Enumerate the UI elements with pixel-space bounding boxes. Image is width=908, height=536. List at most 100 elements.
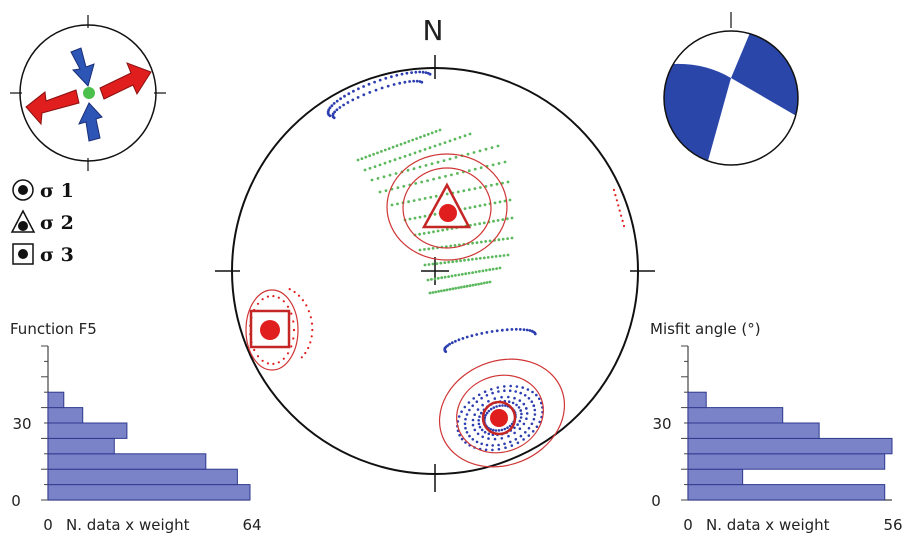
green-dot [426, 179, 429, 183]
blue-dot [522, 328, 526, 331]
green-dot [456, 172, 459, 175]
green-dot [472, 151, 476, 154]
green-dot [445, 288, 449, 292]
green-dot [490, 146, 494, 150]
blue-dot [368, 91, 372, 94]
blue-dot [500, 428, 504, 432]
blue-dot [511, 401, 515, 405]
blue-dot [478, 425, 482, 429]
green-dot [418, 165, 422, 169]
red-dot [290, 312, 293, 315]
green-dot [491, 163, 495, 167]
blue-dot [483, 430, 487, 434]
red-dot [620, 214, 623, 217]
red-dot [307, 310, 310, 313]
green-dot [422, 232, 426, 235]
red-dot [256, 355, 260, 358]
blue-dot [538, 420, 541, 424]
blue-dot [508, 389, 512, 393]
blue-dot [463, 405, 467, 409]
histogram-bar [47, 468, 238, 486]
blue-dot [465, 431, 469, 434]
red-dot [305, 304, 308, 307]
green-dot [454, 286, 458, 290]
red-dot [304, 351, 307, 355]
green-dot [485, 281, 489, 284]
blue-dot [519, 416, 523, 419]
blue-dot [507, 434, 510, 438]
green-dot [428, 291, 432, 295]
blue-dot [510, 444, 514, 447]
blue-dot [525, 417, 528, 421]
blue-dot [491, 448, 494, 452]
center-dot [83, 87, 95, 99]
green-dot [460, 285, 463, 289]
blue-dot [467, 401, 471, 404]
blue-dot [518, 328, 522, 331]
blue-dot [492, 406, 496, 409]
blue-dot [471, 438, 475, 441]
red-dot [617, 204, 620, 207]
green-dot [396, 202, 399, 206]
green-dot [488, 268, 492, 272]
blue-dot [527, 426, 531, 430]
legend-item-sigma2: σ 2 [10, 209, 74, 234]
green-dot [510, 216, 514, 220]
green-dot [481, 269, 485, 273]
histogram-bar [47, 391, 65, 409]
green-dot [465, 284, 469, 288]
green-dot [491, 267, 495, 271]
red-dot [261, 298, 264, 301]
green-dot [464, 272, 468, 276]
green-dot [482, 256, 486, 260]
green-dot [484, 240, 488, 243]
blue-dot [528, 329, 532, 332]
histogram-misfit-angle: Misfit angle (°) N. data x weight 0 56 0… [650, 320, 903, 534]
green-dot [434, 194, 438, 198]
blue-dot [352, 89, 355, 93]
green-dot [384, 189, 388, 193]
blue-dot [367, 82, 371, 86]
blue-dot [380, 86, 384, 90]
blue-dot [522, 422, 526, 426]
blue-dot [478, 415, 481, 419]
green-dot [453, 244, 457, 247]
green-dot [423, 248, 426, 251]
blue-dot [403, 80, 407, 84]
blue-dot [450, 341, 454, 345]
blue-dot [485, 443, 489, 447]
histogram-bar [687, 453, 886, 470]
green-dot [414, 182, 418, 185]
blue-dot [418, 70, 422, 74]
blue-dot [494, 429, 498, 432]
sigma1-ring [481, 400, 517, 436]
histogram-xlabel: N. data x weight [706, 516, 830, 534]
green-dot [502, 254, 506, 257]
sigma1-dot [490, 409, 508, 427]
green-dot [478, 149, 482, 153]
blue-dot [504, 446, 507, 450]
blue-dot [484, 414, 487, 417]
blue-dot [481, 435, 485, 439]
green-dot [475, 257, 478, 261]
green-dot [436, 276, 440, 280]
green-dot [443, 261, 447, 264]
blue-dot [484, 448, 488, 452]
green-dot [388, 160, 392, 163]
sigma1-confidence-ellipse-inner [456, 374, 544, 454]
blue-dot [497, 429, 501, 432]
blue-dot [492, 428, 495, 432]
green-dot [486, 256, 490, 259]
green-dot [438, 142, 442, 146]
green-dot [442, 289, 446, 292]
blue-dot [457, 415, 461, 418]
sigma2-confidence-ellipse-outer [386, 153, 508, 261]
x-tick-label-max: 64 [242, 516, 261, 534]
blue-dot [509, 384, 512, 388]
blue-dot [421, 70, 425, 74]
blue-dot [516, 423, 519, 426]
green-dot [378, 190, 382, 194]
green-dot [503, 199, 507, 203]
blue-dot [519, 409, 522, 412]
